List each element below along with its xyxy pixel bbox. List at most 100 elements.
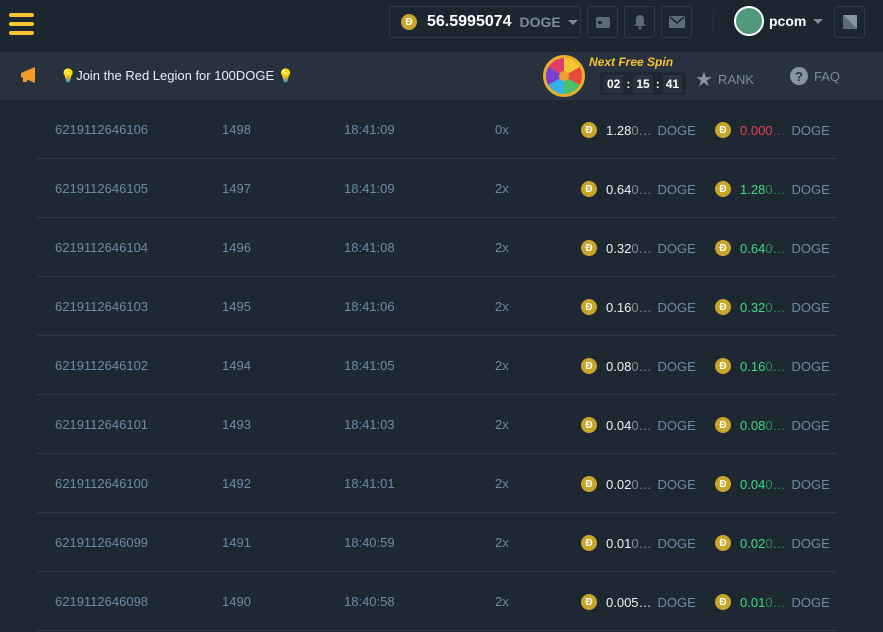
bet-currency: DOGE [657, 240, 696, 256]
balance-amount: 56.5995074 [427, 13, 512, 30]
user-menu[interactable]: pcom [734, 6, 824, 36]
bet-value-truncated: 0… [631, 122, 652, 138]
doge-coin-icon: Ð [715, 535, 731, 551]
table-row[interactable]: 6219112646102 1494 18:41:05 2x Ð 0.08 0… DO… [37, 336, 837, 395]
bet-currency: DOGE [657, 299, 696, 315]
payout-currency: DOGE [791, 358, 830, 374]
table-row[interactable]: 6219112646105 1497 18:41:09 2x Ð 0.64 0… DO… [37, 159, 837, 218]
announcement-text[interactable]: 💡Join the Red Legion for 100DOGE 💡 [60, 68, 295, 83]
payout-value-truncated: 0… [765, 299, 786, 315]
messages-button[interactable] [661, 6, 692, 38]
bet-id[interactable]: 6219112646099 [55, 535, 149, 550]
spin-timer: 02: 15: 41 [600, 72, 687, 95]
bet-id[interactable]: 6219112646101 [55, 417, 149, 432]
bet-nonce: 1498 [222, 122, 251, 137]
doge-coin-icon: Ð [715, 417, 731, 433]
chat-toggle-button[interactable] [834, 6, 865, 38]
payout-currency: DOGE [791, 181, 830, 197]
bet-amount: Ð 0.08 0… DOGE [581, 358, 696, 374]
payout-value-truncated: 0… [765, 240, 786, 256]
bet-amount: Ð 0.32 0… DOGE [581, 240, 696, 256]
payout-value-truncated: 0… [765, 417, 786, 433]
bet-value: 0.16 [606, 299, 632, 315]
bet-amount: Ð 0.005… DOGE [581, 594, 696, 610]
bet-time: 18:41:01 [344, 476, 395, 491]
doge-coin-icon: Ð [715, 476, 731, 492]
faq-label: FAQ [814, 68, 841, 84]
bet-value-truncated: 0… [631, 417, 652, 433]
doge-coin-icon: Ð [581, 594, 597, 610]
bet-id[interactable]: 6219112646105 [55, 181, 149, 196]
star-icon: ★ [695, 69, 713, 91]
payout-currency: DOGE [791, 240, 830, 256]
mail-icon [668, 16, 685, 28]
bet-time: 18:41:09 [344, 181, 395, 196]
bet-multiplier: 2x [495, 299, 509, 314]
bet-amount: Ð 1.28 0… DOGE [581, 122, 696, 138]
payout-currency: DOGE [791, 417, 830, 433]
bet-nonce: 1496 [222, 240, 251, 255]
doge-coin-icon: Ð [715, 240, 731, 256]
next-free-spin-label: Next Free Spin [589, 55, 674, 69]
table-row[interactable]: 6219112646104 1496 18:41:08 2x Ð 0.32 0… DO… [37, 218, 837, 277]
table-row[interactable]: 6219112646099 1491 18:40:59 2x Ð 0.01 0… DO… [37, 513, 837, 572]
bet-value: 0.08 [606, 358, 632, 374]
payout-currency: DOGE [791, 535, 830, 551]
bet-id[interactable]: 6219112646103 [55, 299, 149, 314]
rank-link[interactable]: ★ RANK [695, 67, 754, 92]
payout-amount: Ð 1.28 0… DOGE [715, 181, 830, 197]
bet-id[interactable]: 6219112646106 [55, 122, 149, 137]
bet-value: 0.32 [606, 240, 632, 256]
payout-value: 0.64 [740, 240, 766, 256]
bet-multiplier: 2x [495, 535, 509, 550]
spin-wheel-icon[interactable] [543, 55, 585, 97]
table-row[interactable]: 6219112646101 1493 18:41:03 2x Ð 0.04 0… DO… [37, 395, 837, 454]
payout-value: 1.28 [740, 181, 766, 197]
table-row[interactable]: 6219112646098 1490 18:40:58 2x Ð 0.005… DO… [37, 572, 837, 631]
bet-value: 0.005… [606, 594, 652, 610]
payout-value: 0.000 [740, 122, 773, 138]
bet-amount: Ð 0.04 0… DOGE [581, 417, 696, 433]
bet-multiplier: 2x [495, 417, 509, 432]
balance-selector[interactable]: Ð 56.5995074 DOGE [389, 6, 581, 38]
doge-coin-icon: Ð [581, 181, 597, 197]
bet-time: 18:41:03 [344, 417, 395, 432]
notifications-button[interactable] [624, 6, 655, 38]
chevron-down-icon [567, 19, 578, 25]
table-row[interactable]: 6219112646106 1498 18:41:09 0x Ð 1.28 0… DO… [37, 100, 837, 159]
payout-value-truncated: … [772, 122, 786, 138]
avatar [734, 6, 764, 36]
payout-amount: Ð 0.01 0… DOGE [715, 594, 830, 610]
bet-value: 0.02 [606, 476, 632, 492]
bet-currency: DOGE [657, 594, 696, 610]
doge-coin-icon: Ð [715, 594, 731, 610]
bet-currency: DOGE [657, 535, 696, 551]
timer-minutes: 15 [633, 74, 653, 93]
bet-id[interactable]: 6219112646104 [55, 240, 149, 255]
bet-id[interactable]: 6219112646100 [55, 476, 149, 491]
bet-currency: DOGE [657, 417, 696, 433]
bet-multiplier: 2x [495, 181, 509, 196]
menu-icon[interactable] [9, 13, 34, 37]
bet-nonce: 1495 [222, 299, 251, 314]
bet-nonce: 1497 [222, 181, 251, 196]
timer-seconds: 41 [662, 74, 683, 93]
announcement-bar [0, 52, 883, 100]
table-row[interactable]: 6219112646103 1495 18:41:06 2x Ð 0.16 0… DO… [37, 277, 837, 336]
bet-currency: DOGE [657, 358, 696, 374]
doge-coin-icon: Ð [581, 535, 597, 551]
bet-nonce: 1494 [222, 358, 251, 373]
bet-id[interactable]: 6219112646102 [55, 358, 149, 373]
payout-amount: Ð 0.64 0… DOGE [715, 240, 830, 256]
doge-coin-icon: Ð [581, 417, 597, 433]
payout-value: 0.16 [740, 358, 766, 374]
megaphone-icon[interactable] [19, 66, 41, 84]
bet-id[interactable]: 6219112646098 [55, 594, 149, 609]
bet-value: 1.28 [606, 122, 632, 138]
wallet-button[interactable] [587, 6, 618, 38]
table-row[interactable]: 6219112646100 1492 18:41:01 2x Ð 0.02 0… DO… [37, 454, 837, 513]
payout-amount: Ð 0.32 0… DOGE [715, 299, 830, 315]
bet-currency: DOGE [657, 181, 696, 197]
faq-link[interactable]: ? FAQ [790, 67, 840, 85]
payout-amount: Ð 0.08 0… DOGE [715, 417, 830, 433]
